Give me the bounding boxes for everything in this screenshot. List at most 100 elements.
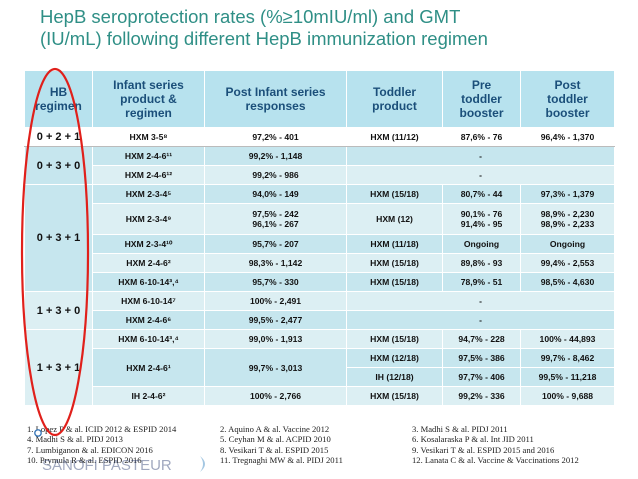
- post-infant-cell: 100% - 2,491: [204, 291, 347, 311]
- product-cell: HXM 2-4-6¹: [92, 348, 205, 387]
- table-row: HXM 6-10-14³,⁴ 95,7% - 330 HXM (15/18) 7…: [25, 272, 615, 292]
- logo-text: SANOFI PASTEUR: [42, 457, 172, 474]
- sanofi-pasteur-logo: SANOFI PASTEUR: [42, 456, 205, 474]
- table-header-row: HB regimen Infant series product & regim…: [24, 70, 615, 128]
- post-infant-cell: 99,5% - 2,477: [204, 310, 347, 330]
- pre-toddler-cell: 97,7% - 406: [442, 367, 521, 387]
- toddler-product-cell: HXM (11/12): [346, 127, 443, 147]
- regimen-cell: 1 + 3 + 1: [24, 329, 93, 406]
- post-infant-cell: 99,2% - 986: [204, 165, 347, 185]
- toddler-merged-cell: -: [346, 291, 615, 311]
- product-cell: HXM 2-4-6²: [92, 253, 205, 273]
- regimen-table: HB regimen Infant series product & regim…: [24, 70, 615, 406]
- product-cell: HXM 2-4-6¹²: [92, 165, 205, 185]
- table-row: HXM 2-4-6¹² 99,2% - 986 -: [25, 165, 615, 185]
- table-row: IH 2-4-6² 100% - 2,766 HXM (15/18) 99,2%…: [25, 386, 615, 406]
- header-post-toddler: Post toddler booster: [520, 70, 615, 128]
- reference-row: 10. Prymula R & al. ESPID 2016 11. Tregn…: [27, 455, 632, 465]
- table-row: HXM 2-4-6² 98,3% - 1,142 HXM (15/18) 89,…: [25, 253, 615, 273]
- product-cell: HXM 6-10-14³,⁴: [92, 272, 205, 292]
- product-cell: HXM 2-3-4¹⁰: [92, 234, 205, 254]
- post-infant-cell: 98,3% - 1,142: [204, 253, 347, 273]
- post-infant-cell: 99,2% - 1,148: [204, 146, 347, 166]
- post-toddler-cell: 96,4% - 1,370: [520, 127, 615, 147]
- table-row: 1 + 3 + 1 HXM 6-10-14³,⁴ 99,0% - 1,913 H…: [24, 329, 615, 406]
- post-toddler-cell: Ongoing: [520, 234, 615, 254]
- toddler-product-cell: HXM (12): [346, 203, 443, 235]
- pre-toddler-cell: 94,7% - 228: [442, 329, 521, 349]
- post-toddler-cell: 100% - 9,688: [520, 386, 615, 406]
- toddler-merged-cell: -: [346, 165, 615, 185]
- table-row: 0 + 3 + 0 HXM 2-4-6¹¹ 99,2% - 1,148 -: [24, 146, 615, 185]
- logo-mark-icon: [200, 456, 205, 472]
- toddler-product-cell: HXM (15/18): [346, 386, 443, 406]
- reference: 9. Vesikari T & al. ESPID 2015 and 2016: [412, 444, 555, 455]
- header-hb-regimen: HB regimen: [24, 70, 93, 128]
- pre-toddler-cell: 90,1% - 76 91,4% - 95: [442, 203, 521, 235]
- reference: 10. Prymula R & al. ESPID 2016: [27, 454, 142, 465]
- reference: 1. Lopez P & al. ICID 2012 & ESPID 2014: [27, 424, 177, 434]
- pre-toddler-cell: 80,7% - 44: [442, 184, 521, 204]
- post-toddler-cell: 98,5% - 4,630: [520, 272, 615, 292]
- table-row: 0 + 3 + 1 HXM 2-3-4⁵ 94,0% - 149 HXM (15…: [24, 184, 615, 292]
- product-cell: HXM 2-3-4⁹: [92, 203, 205, 235]
- post-infant-cell: 99,0% - 1,913: [204, 329, 347, 349]
- product-cell: HXM 6-10-14³,⁴: [92, 329, 205, 349]
- post-toddler-cell: 98,9% - 2,230 98,9% - 2,233: [520, 203, 615, 235]
- reference: 2. Aquino A & al. Vaccine 2012: [220, 424, 330, 434]
- header-post-infant: Post Infant series responses: [204, 70, 347, 128]
- slide-title: HepB seroprotection rates (%≥10mIU/ml) a…: [40, 6, 488, 49]
- table-row: HXM 2-4-6⁶ 99,5% - 2,477 -: [25, 310, 615, 330]
- post-infant-cell: 100% - 2,766: [204, 386, 347, 406]
- reference-row: 7. Lumbiganon & al. EDICON 2016 8. Vesik…: [27, 445, 632, 455]
- post-infant-cell: 97,2% - 401: [204, 127, 347, 147]
- product-cell: HXM 2-3-4⁵: [92, 184, 205, 204]
- table-row: 0 + 2 + 1 HXM 3-5⁸ 97,2% - 401 HXM (11/1…: [24, 127, 615, 147]
- product-cell: HXM 3-5⁸: [92, 127, 205, 147]
- regimen-cell: 1 + 3 + 0: [24, 291, 93, 330]
- toddler-merged-cell: -: [346, 146, 615, 166]
- toddler-product-cell: HXM (12/18): [346, 348, 443, 368]
- reference: 5. Ceyhan M & al. ACPID 2010: [220, 434, 331, 445]
- post-toddler-cell: 99,4% - 2,553: [520, 253, 615, 273]
- toddler-product-cell: HXM (15/18): [346, 184, 443, 204]
- references: 1. Lopez P & al. ICID 2012 & ESPID 2014 …: [27, 424, 632, 465]
- pre-toddler-cell: 97,5% - 386: [442, 348, 521, 368]
- table-row: HXM 2-3-4⁹ 97,5% - 242 96,1% - 267 HXM (…: [25, 203, 615, 235]
- post-infant-cell: 99,7% - 3,013: [204, 348, 347, 387]
- pre-toddler-cell: 99,2% - 336: [442, 386, 521, 406]
- header-pre-toddler: Pre toddler booster: [442, 70, 521, 128]
- post-toddler-cell: 99,5% - 11,218: [520, 367, 615, 387]
- reference-row: 1. Lopez P & al. ICID 2012 & ESPID 2014 …: [27, 424, 632, 434]
- header-infant-series: Infant series product & regimen: [92, 70, 205, 128]
- reference-row: 4. Madhi S & al. PIDJ 2013 5. Ceyhan M &…: [27, 434, 632, 444]
- header-toddler-product: Toddler product: [346, 70, 443, 128]
- reference: 12. Lanata C & al. Vaccine & Vaccination…: [412, 454, 579, 465]
- reference: 8. Vesikari T & al. ESPID 2015: [220, 444, 329, 455]
- regimen-cell: 0 + 3 + 0: [24, 146, 93, 185]
- regimen-cell: 0 + 2 + 1: [24, 127, 93, 147]
- post-infant-cell: 95,7% - 207: [204, 234, 347, 254]
- table-row: HXM 2-3-4¹⁰ 95,7% - 207 HXM (11/18) Ongo…: [25, 234, 615, 254]
- reference: 7. Lumbiganon & al. EDICON 2016: [27, 444, 153, 455]
- post-toddler-cell: 99,7% - 8,462: [520, 348, 615, 368]
- toddler-product-cell: HXM (15/18): [346, 329, 443, 349]
- toddler-product-cell: HXM (15/18): [346, 253, 443, 273]
- reference: 6. Kosalaraska P & al. Int JID 2011: [412, 434, 534, 445]
- pre-toddler-cell: 87,6% - 76: [442, 127, 521, 147]
- toddler-product-cell: IH (12/18): [346, 367, 443, 387]
- toddler-product-cell: HXM (11/18): [346, 234, 443, 254]
- post-infant-cell: 97,5% - 242 96,1% - 267: [204, 203, 347, 235]
- post-toddler-cell: 100% - 44,893: [520, 329, 615, 349]
- pre-toddler-cell: Ongoing: [442, 234, 521, 254]
- reference: 11. Tregnaghi MW & al. PIDJ 2011: [220, 454, 343, 465]
- toddler-merged-cell: -: [346, 310, 615, 330]
- post-infant-cell: 94,0% - 149: [204, 184, 347, 204]
- post-toddler-cell: 97,3% - 1,379: [520, 184, 615, 204]
- reference: 3. Madhi S & al. PIDJ 2011: [412, 424, 508, 434]
- pre-toddler-cell: 78,9% - 51: [442, 272, 521, 292]
- product-cell: IH 2-4-6²: [92, 386, 205, 406]
- table-row: HXM 2-4-6¹ 99,7% - 3,013 HXM (12/18) 97,…: [25, 348, 615, 387]
- reference: 4. Madhi S & al. PIDJ 2013: [27, 434, 123, 445]
- product-cell: HXM 2-4-6⁶: [92, 310, 205, 330]
